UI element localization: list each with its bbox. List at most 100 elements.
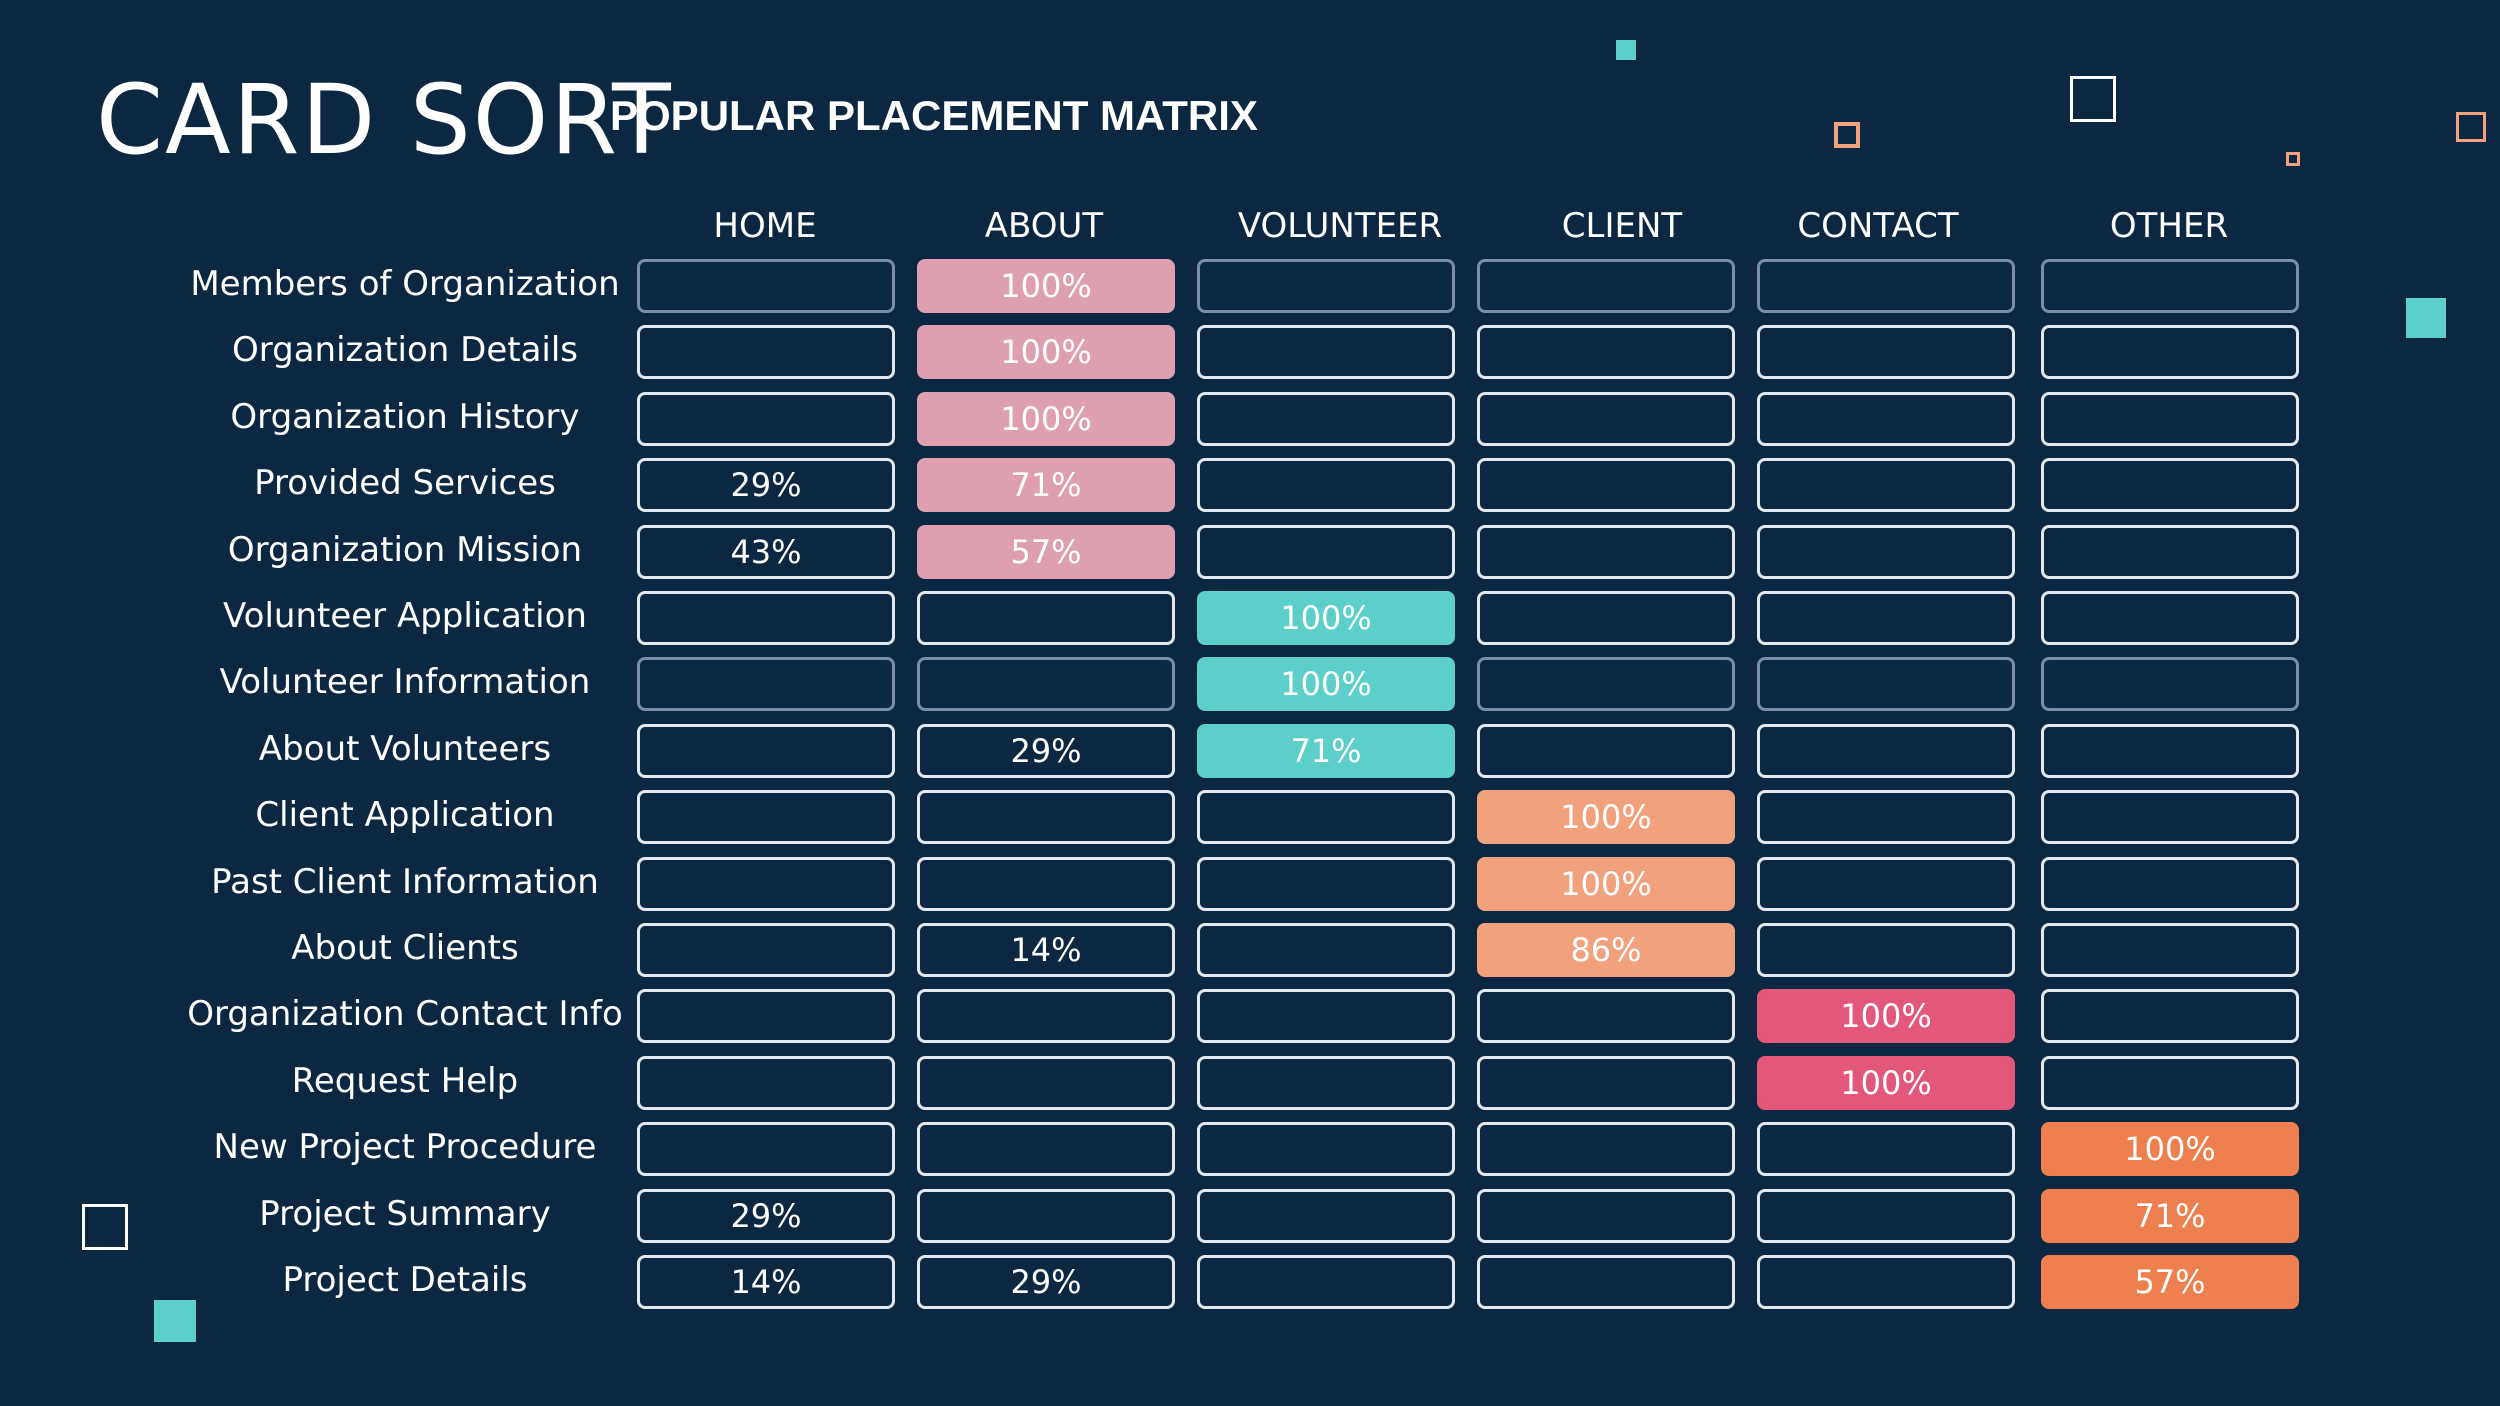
matrix-cell: 14% xyxy=(917,923,1175,977)
matrix-cell xyxy=(1757,1122,2015,1176)
matrix-cell xyxy=(2041,857,2299,911)
decor-square-outline-orange xyxy=(1834,122,1860,148)
decor-square-outline-orange-edge xyxy=(2456,112,2486,142)
row-label: Volunteer Information xyxy=(219,662,591,702)
matrix-cell xyxy=(637,989,895,1043)
matrix-cell xyxy=(1197,989,1455,1043)
matrix-cell xyxy=(917,591,1175,645)
matrix-cell xyxy=(917,989,1175,1043)
matrix-cell xyxy=(1477,989,1735,1043)
matrix-cell xyxy=(1757,325,2015,379)
matrix-cell xyxy=(1757,1189,2015,1243)
matrix-cell xyxy=(1197,1056,1455,1110)
matrix-cell xyxy=(2041,392,2299,446)
row-label: About Clients xyxy=(291,928,519,968)
matrix-cell xyxy=(1757,525,2015,579)
matrix-cell xyxy=(2041,657,2299,711)
matrix-cell xyxy=(1477,657,1735,711)
matrix-cell xyxy=(917,790,1175,844)
row-label: About Volunteers xyxy=(258,729,552,769)
matrix-cell xyxy=(637,259,895,313)
matrix-cell: 29% xyxy=(917,724,1175,778)
row-label: Project Details xyxy=(282,1260,528,1300)
row-label: Project Summary xyxy=(259,1194,551,1234)
matrix-cell xyxy=(2041,259,2299,313)
matrix-cell: 29% xyxy=(917,1255,1175,1309)
decor-square-teal-top xyxy=(1616,40,1636,60)
matrix-cell xyxy=(917,657,1175,711)
matrix-cell: 71% xyxy=(1197,724,1455,778)
row-label: Client Application xyxy=(255,795,555,835)
row-label: Organization History xyxy=(230,397,580,437)
column-header-about: ABOUT xyxy=(984,206,1104,246)
row-label: Organization Mission xyxy=(227,530,583,570)
matrix-cell: 100% xyxy=(1757,989,2015,1043)
decor-square-outline-orange-small xyxy=(2286,152,2300,166)
column-header-home: HOME xyxy=(713,206,817,246)
column-header-client: CLIENT xyxy=(1561,206,1683,246)
matrix-cell xyxy=(1757,1255,2015,1309)
matrix-cell xyxy=(917,1122,1175,1176)
matrix-cell xyxy=(1757,259,2015,313)
matrix-cell xyxy=(1197,790,1455,844)
matrix-cell xyxy=(1477,724,1735,778)
matrix-cell xyxy=(637,724,895,778)
matrix-cell: 100% xyxy=(1757,1056,2015,1110)
matrix-cell xyxy=(1197,923,1455,977)
matrix-cell xyxy=(917,857,1175,911)
matrix-cell: 71% xyxy=(2041,1189,2299,1243)
column-header-contact: CONTACT xyxy=(1797,206,1959,246)
matrix-cell: 29% xyxy=(637,458,895,512)
matrix-cell xyxy=(1757,923,2015,977)
matrix-cell: 86% xyxy=(1477,923,1735,977)
row-label: Members of Organization xyxy=(190,264,620,304)
page-title: CARD SORT xyxy=(96,64,673,176)
matrix-cell xyxy=(1197,458,1455,512)
decor-square-outline-white xyxy=(2070,76,2116,122)
matrix-cell: 43% xyxy=(637,525,895,579)
matrix-cell xyxy=(1197,857,1455,911)
matrix-cell: 100% xyxy=(1477,857,1735,911)
matrix-cell: 100% xyxy=(1477,790,1735,844)
matrix-cell xyxy=(917,1189,1175,1243)
row-label: Volunteer Application xyxy=(223,596,587,636)
matrix-cell xyxy=(1757,392,2015,446)
matrix-cell xyxy=(637,790,895,844)
matrix-cell xyxy=(1757,790,2015,844)
matrix-cell xyxy=(1477,1255,1735,1309)
matrix-cell xyxy=(2041,591,2299,645)
matrix-cell xyxy=(637,325,895,379)
row-label: Past Client Information xyxy=(211,862,599,902)
matrix-cell xyxy=(1477,325,1735,379)
matrix-cell xyxy=(1757,458,2015,512)
matrix-cell xyxy=(2041,989,2299,1043)
matrix-cell xyxy=(2041,325,2299,379)
row-label: Request Help xyxy=(291,1061,519,1101)
matrix-cell xyxy=(637,857,895,911)
matrix-cell xyxy=(1197,392,1455,446)
matrix-cell: 100% xyxy=(917,259,1175,313)
matrix-cell xyxy=(637,923,895,977)
matrix-cell xyxy=(1197,259,1455,313)
matrix-cell xyxy=(637,1122,895,1176)
matrix-cell: 29% xyxy=(637,1189,895,1243)
matrix-cell xyxy=(917,1056,1175,1110)
matrix-cell xyxy=(1757,724,2015,778)
matrix-cell xyxy=(1477,458,1735,512)
matrix-cell xyxy=(637,591,895,645)
row-label: Organization Details xyxy=(231,330,579,370)
matrix-cell: 100% xyxy=(1197,591,1455,645)
row-label: Provided Services xyxy=(254,463,556,503)
matrix-cell xyxy=(1477,1122,1735,1176)
matrix-cell: 100% xyxy=(1197,657,1455,711)
matrix-cell xyxy=(1197,1189,1455,1243)
matrix-cell: 14% xyxy=(637,1255,895,1309)
matrix-cell xyxy=(1477,1056,1735,1110)
matrix-cell xyxy=(2041,923,2299,977)
matrix-cell xyxy=(2041,458,2299,512)
matrix-cell xyxy=(1197,525,1455,579)
matrix-cell xyxy=(1757,657,2015,711)
matrix-cell xyxy=(1197,1255,1455,1309)
matrix-cell: 57% xyxy=(2041,1255,2299,1309)
decor-square-outline-white-left xyxy=(82,1204,128,1250)
